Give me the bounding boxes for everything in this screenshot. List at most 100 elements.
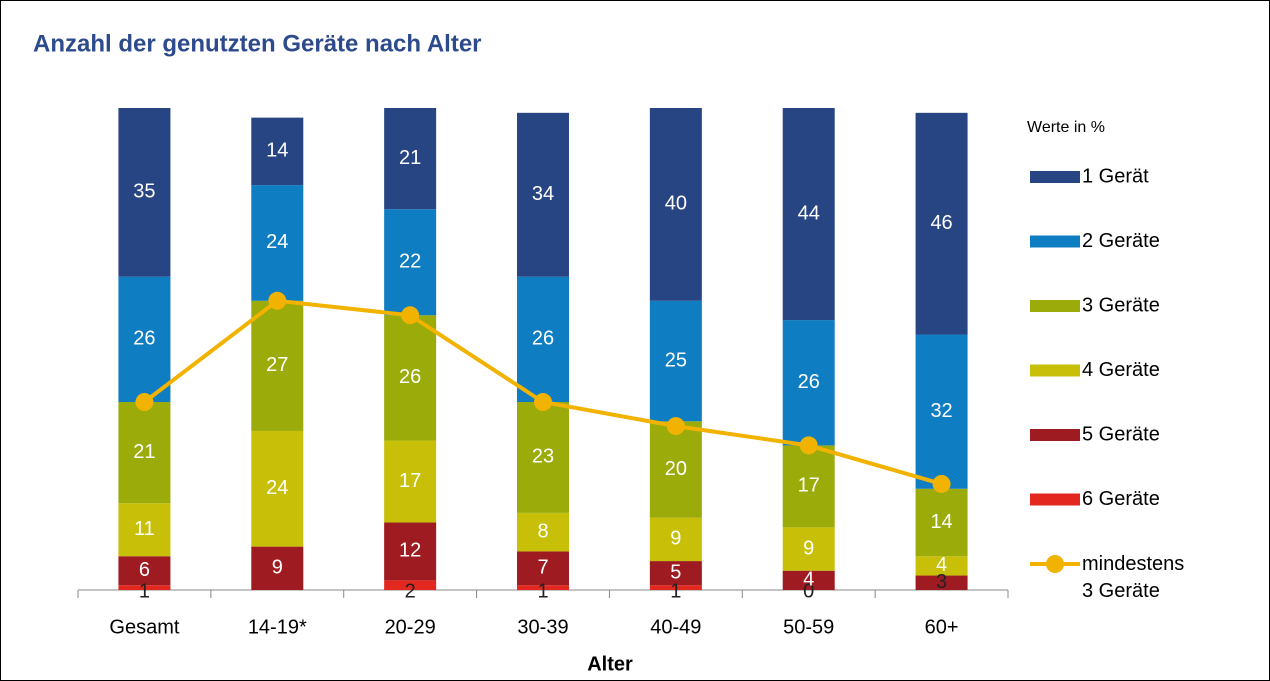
bar-segment bbox=[649, 517, 702, 562]
x-axis-label: Alter bbox=[587, 653, 633, 675]
data-label: 17 bbox=[399, 470, 421, 492]
legend-label: 5 Geräte bbox=[1082, 423, 1160, 445]
bar-segment bbox=[118, 402, 171, 504]
legend-swatch bbox=[1030, 364, 1080, 377]
data-label: 11 bbox=[134, 518, 155, 540]
bar-segment bbox=[118, 503, 171, 557]
x-tick-label: Gesamt bbox=[109, 616, 179, 638]
line-point bbox=[268, 291, 287, 310]
data-label: 8 bbox=[537, 520, 548, 542]
line-point bbox=[401, 306, 420, 325]
data-label: 21 bbox=[133, 441, 155, 463]
data-label: 24 bbox=[266, 477, 288, 499]
line-point bbox=[534, 393, 552, 412]
data-label: 27 bbox=[266, 354, 288, 376]
legend-label: 2 Geräte bbox=[1082, 230, 1160, 252]
bar-segment bbox=[251, 185, 304, 301]
data-label: 5 bbox=[670, 561, 681, 583]
data-label: 20 bbox=[665, 458, 687, 480]
legend-swatch bbox=[1046, 555, 1064, 573]
bar-segment bbox=[915, 488, 968, 557]
legend-label: 3 Geräte bbox=[1082, 294, 1160, 316]
data-label: 35 bbox=[133, 181, 155, 203]
bar-segment bbox=[118, 108, 171, 277]
bar-segment bbox=[782, 527, 835, 571]
legend-swatch bbox=[1030, 493, 1080, 506]
bar-segment bbox=[251, 430, 304, 547]
chart-title: Anzahl der genutzten Geräte nach Alter bbox=[33, 30, 482, 57]
legend-label-box: mindestens 3 Geräte bbox=[1082, 553, 1185, 602]
data-label: 3 bbox=[936, 571, 947, 593]
line-point bbox=[666, 417, 685, 436]
data-label: 9 bbox=[670, 528, 681, 550]
data-label: 34 bbox=[532, 183, 554, 205]
x-tick-label: 30-39 bbox=[517, 616, 568, 638]
bar-segment bbox=[118, 556, 171, 586]
x-tick-label: 20-29 bbox=[385, 616, 436, 638]
bar-segment bbox=[251, 117, 304, 186]
data-label: 24 bbox=[266, 231, 288, 253]
bar-segment bbox=[384, 108, 437, 210]
bar-segment bbox=[915, 556, 968, 576]
data-label: 7 bbox=[537, 557, 548, 579]
bar-segment bbox=[384, 440, 437, 523]
x-tick-label: 14-19* bbox=[248, 616, 307, 638]
data-label: 22 bbox=[399, 251, 421, 273]
legend-label: 6 Geräte bbox=[1082, 488, 1160, 510]
data-label: 32 bbox=[930, 400, 952, 422]
data-label: 1 bbox=[139, 580, 150, 602]
bar-segment bbox=[118, 276, 171, 403]
bar-segment bbox=[649, 108, 702, 301]
data-label: 46 bbox=[930, 212, 952, 234]
bar-segment bbox=[517, 551, 569, 586]
bar-segment bbox=[384, 315, 437, 441]
data-label: 6 bbox=[139, 559, 150, 581]
line-point bbox=[799, 436, 818, 455]
data-label: 17 bbox=[798, 475, 820, 497]
bar-segment bbox=[384, 209, 437, 316]
data-label: 9 bbox=[803, 537, 814, 559]
x-tick-label: 50-59 bbox=[783, 616, 834, 638]
bar-segment bbox=[782, 445, 835, 528]
line-point bbox=[135, 393, 154, 412]
data-label: 40 bbox=[665, 193, 687, 215]
x-tick-label: 40-49 bbox=[650, 616, 701, 638]
data-label: 26 bbox=[133, 328, 155, 350]
bar-segment bbox=[915, 334, 968, 489]
bar-segment bbox=[649, 300, 702, 422]
data-label: 26 bbox=[399, 366, 421, 388]
data-label: 44 bbox=[798, 202, 820, 224]
data-label: 21 bbox=[399, 147, 421, 169]
line-point bbox=[932, 474, 951, 493]
data-label: 14 bbox=[930, 511, 952, 533]
data-label: 26 bbox=[532, 328, 554, 350]
data-label: 1 bbox=[537, 580, 548, 602]
bar-segment bbox=[782, 320, 835, 446]
bar-segment bbox=[384, 522, 437, 581]
bar-segment bbox=[915, 575, 968, 590]
legend-swatch bbox=[1030, 429, 1080, 441]
data-label: 26 bbox=[798, 371, 820, 393]
bar-segment bbox=[251, 300, 304, 431]
x-tick-label: 60+ bbox=[925, 616, 959, 638]
bar-segment bbox=[517, 112, 569, 277]
legend-label: 1 Gerät bbox=[1082, 165, 1149, 187]
data-label: 4 bbox=[936, 554, 947, 576]
bar-segment bbox=[649, 421, 702, 518]
data-label: 23 bbox=[532, 446, 554, 468]
data-label: 0 bbox=[803, 580, 814, 602]
legend-swatch bbox=[1030, 300, 1080, 312]
legend-swatch bbox=[1030, 235, 1080, 248]
data-label: 25 bbox=[665, 349, 687, 371]
data-label: 14 bbox=[266, 140, 288, 162]
legend-label: mindestens 3 Geräte bbox=[1082, 553, 1185, 602]
legend-label: 4 Geräte bbox=[1082, 359, 1160, 381]
bar-segment bbox=[517, 276, 569, 403]
legend-swatch bbox=[1030, 171, 1080, 183]
bar-segment bbox=[782, 108, 835, 321]
bar-segment bbox=[915, 112, 968, 335]
data-label: 2 bbox=[405, 580, 416, 602]
